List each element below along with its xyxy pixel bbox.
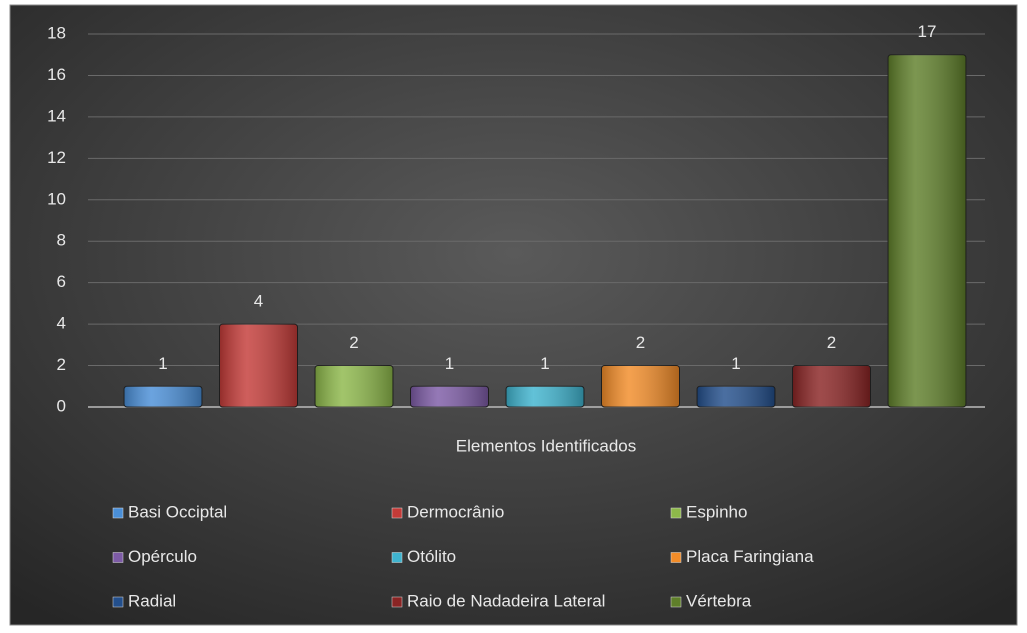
legend-label: Raio de Nadadeira Lateral bbox=[407, 591, 605, 610]
data-label: 17 bbox=[918, 22, 937, 41]
y-tick-label: 6 bbox=[57, 272, 66, 291]
legend-label: Radial bbox=[128, 591, 176, 610]
legend-marker bbox=[112, 596, 124, 608]
y-tick-label: 10 bbox=[47, 189, 66, 208]
y-tick-label: 2 bbox=[57, 355, 66, 374]
legend-marker bbox=[112, 507, 124, 519]
data-label: 2 bbox=[349, 333, 358, 352]
legend-marker bbox=[391, 596, 403, 608]
data-label: 1 bbox=[158, 354, 167, 373]
data-label: 1 bbox=[445, 354, 454, 373]
bar bbox=[123, 385, 203, 408]
bar bbox=[314, 365, 394, 408]
data-label: 1 bbox=[731, 354, 740, 373]
bar bbox=[410, 385, 489, 408]
legend-marker bbox=[670, 507, 682, 519]
y-tick-label: 16 bbox=[47, 65, 66, 84]
bar bbox=[505, 385, 585, 408]
y-tick-label: 12 bbox=[47, 148, 66, 167]
legend-marker bbox=[670, 596, 682, 608]
chart-background bbox=[9, 4, 1018, 626]
legend-marker bbox=[112, 552, 124, 563]
legend-label: Opérculo bbox=[128, 547, 197, 566]
bar bbox=[792, 365, 871, 408]
legend-label: Basi Occiptal bbox=[128, 502, 227, 521]
data-label: 2 bbox=[827, 333, 836, 352]
legend-marker bbox=[391, 507, 403, 519]
bar bbox=[887, 54, 967, 408]
bar bbox=[696, 385, 776, 408]
y-tick-label: 0 bbox=[57, 396, 66, 415]
legend-label: Espinho bbox=[686, 502, 747, 521]
y-tick-label: 14 bbox=[47, 106, 66, 125]
legend-label: Otólito bbox=[407, 547, 456, 566]
bar bbox=[219, 323, 298, 408]
y-tick-label: 18 bbox=[47, 23, 66, 42]
legend-marker bbox=[670, 552, 682, 563]
legend-label: Dermocrânio bbox=[407, 502, 504, 521]
legend-marker bbox=[391, 552, 403, 563]
legend-label: Placa Faringiana bbox=[686, 547, 814, 566]
bar bbox=[601, 365, 680, 408]
data-label: 1 bbox=[540, 354, 549, 373]
data-label: 2 bbox=[636, 333, 645, 352]
y-tick-label: 8 bbox=[57, 231, 66, 250]
legend-label: Vértebra bbox=[686, 591, 752, 610]
y-tick-label: 4 bbox=[57, 314, 66, 333]
x-axis-title: Elementos Identificados bbox=[456, 436, 637, 455]
data-label: 4 bbox=[254, 292, 263, 311]
